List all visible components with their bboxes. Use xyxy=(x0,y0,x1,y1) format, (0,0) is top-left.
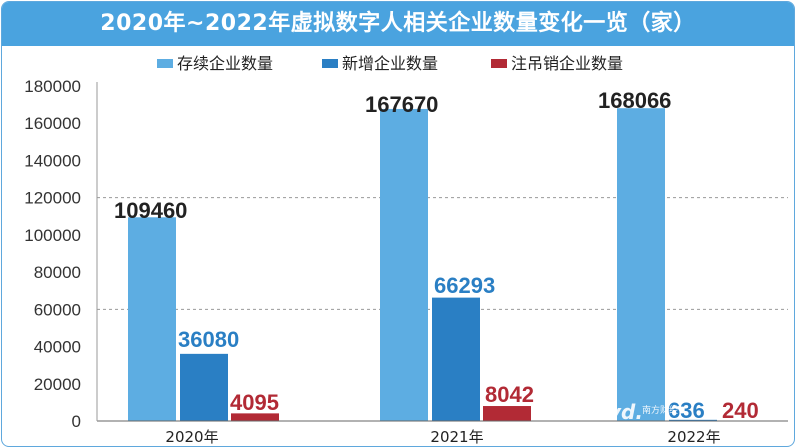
watermark-mark: vd. xyxy=(608,400,643,424)
legend-label-1: 存续企业数量 xyxy=(177,54,273,73)
y-tick-label: 160000 xyxy=(24,114,81,133)
x-tick-label: 2020年 xyxy=(165,428,218,446)
y-tick-label: 0 xyxy=(72,412,81,431)
legend-label-3: 注吊销企业数量 xyxy=(511,54,623,73)
y-tick-label: 80000 xyxy=(34,263,81,282)
bar-1-2 xyxy=(380,108,428,421)
y-tick-label: 40000 xyxy=(34,338,81,357)
bar-1-3 xyxy=(617,108,665,421)
bar-2-2 xyxy=(432,297,480,421)
y-tick-label: 100000 xyxy=(24,226,81,245)
x-tick-label: 2021年 xyxy=(430,428,483,446)
bar-3-1 xyxy=(231,413,279,421)
data-label: 8042 xyxy=(485,382,534,407)
data-label: 240 xyxy=(722,398,759,423)
y-tick-label: 60000 xyxy=(34,300,81,319)
legend-swatch-3 xyxy=(491,59,507,68)
data-label: 36080 xyxy=(178,327,239,352)
x-tick-label: 2022年 xyxy=(667,428,720,446)
legend-swatch-1 xyxy=(157,59,173,68)
bar-3-2 xyxy=(483,406,531,421)
data-label: 636 xyxy=(668,398,705,423)
y-tick-label: 140000 xyxy=(24,151,81,170)
y-tick-label: 120000 xyxy=(24,189,81,208)
legend-swatch-2 xyxy=(322,59,338,68)
legend-label-2: 新增企业数量 xyxy=(342,54,438,73)
data-label: 66293 xyxy=(434,273,495,298)
data-label: 4095 xyxy=(230,390,279,415)
y-tick-label: 180000 xyxy=(24,77,81,96)
chart-title: 2020年~2022年虚拟数字人相关企业数量变化一览（家） xyxy=(2,2,794,46)
data-label: 167670 xyxy=(365,92,438,117)
bar-1-1 xyxy=(128,217,176,421)
bar-2-3 xyxy=(669,419,717,421)
y-tick-label: 20000 xyxy=(34,375,81,394)
bar-2-1 xyxy=(180,353,228,421)
data-label: 109460 xyxy=(114,198,187,223)
watermark-text: 南方财经 xyxy=(642,404,678,416)
data-label: 168066 xyxy=(598,88,671,113)
